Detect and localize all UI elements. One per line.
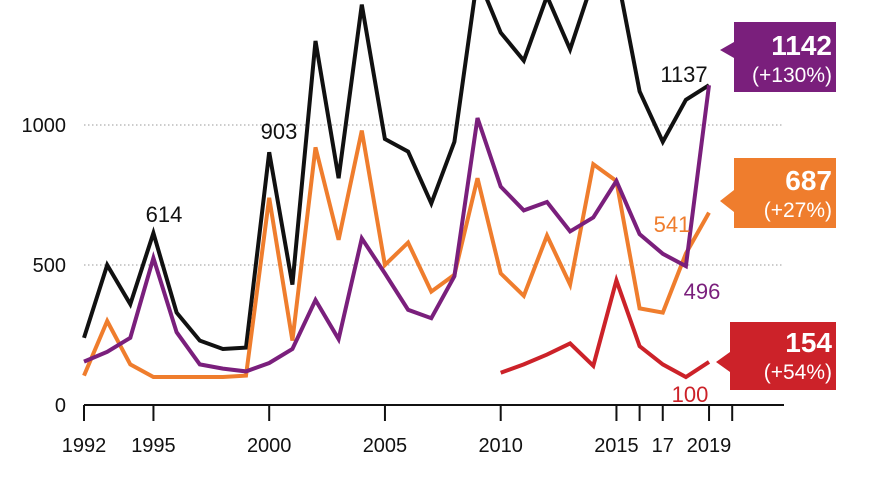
series-line-1 — [82, 130, 711, 379]
series-lines — [82, 0, 711, 380]
x-tick-label: 17 — [652, 435, 674, 457]
badge-purple: 1142 (+130%) — [720, 22, 836, 92]
annotation-black-2000: 903 — [261, 119, 298, 144]
x-tick-label: 2000 — [247, 435, 292, 457]
badge-purple-change: (+130%) — [752, 64, 832, 87]
y-tick-label: 0 — [55, 395, 66, 417]
badge-red-change: (+54%) — [764, 361, 832, 384]
x-tick-label: 1992 — [62, 435, 107, 457]
annotation-red-2018: 100 — [672, 382, 709, 407]
badge-orange-change: (+27%) — [764, 199, 832, 222]
badge-red: 154 (+54%) — [716, 322, 836, 390]
y-axis-ticks: 0 500 1000 — [22, 115, 67, 417]
badge-purple-value: 1142 — [771, 30, 832, 61]
x-tick-label: 2010 — [478, 435, 523, 457]
y-tick-label: 1000 — [22, 115, 67, 137]
x-tick-label: 1995 — [131, 435, 176, 457]
gridlines — [84, 124, 784, 266]
x-tick-label: 2019 — [687, 435, 732, 457]
x-tick-label: 2015 — [594, 435, 639, 457]
series-line-3 — [500, 273, 711, 380]
series-line-2 — [83, 84, 711, 374]
badge-orange-value: 687 — [785, 165, 832, 196]
annotation-purple-2018: 496 — [684, 279, 721, 304]
series-line-0 — [82, 0, 711, 352]
y-tick-label: 500 — [33, 255, 66, 277]
annotation-black-2018: 1137 — [660, 62, 707, 87]
annotation-orange-2018: 541 — [654, 212, 691, 237]
annotation-black-1995: 614 — [146, 202, 183, 227]
badge-orange: 687 (+27%) — [720, 158, 836, 228]
x-tick-label: 2005 — [363, 435, 408, 457]
badge-red-value: 154 — [785, 327, 832, 358]
x-axis: 1992 1995 2000 2005 2010 2015 17 2019 — [62, 404, 784, 457]
